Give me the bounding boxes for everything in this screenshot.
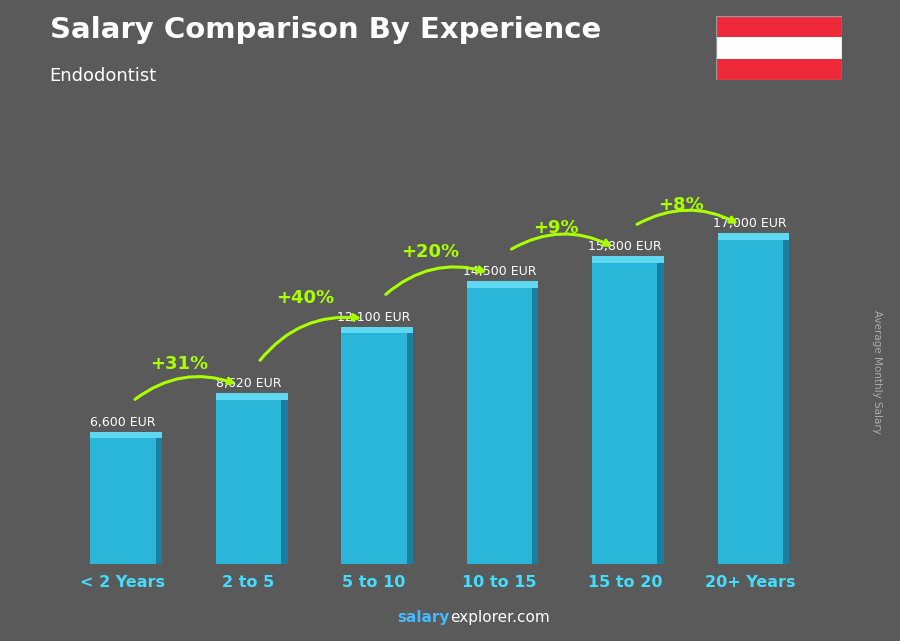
Bar <box>592 263 657 564</box>
Text: 8,620 EUR: 8,620 EUR <box>216 377 281 390</box>
Bar <box>407 333 413 564</box>
Text: +9%: +9% <box>533 219 579 237</box>
Bar <box>592 256 664 263</box>
Bar <box>281 400 288 564</box>
Text: 15,800 EUR: 15,800 EUR <box>588 240 662 253</box>
Text: Average Monthly Salary: Average Monthly Salary <box>872 310 883 434</box>
Bar <box>532 288 538 564</box>
Text: Salary Comparison By Experience: Salary Comparison By Experience <box>50 16 601 44</box>
Text: +40%: +40% <box>275 289 334 307</box>
Bar <box>716 59 842 80</box>
Text: 12,100 EUR: 12,100 EUR <box>338 311 410 324</box>
Text: +31%: +31% <box>150 355 209 374</box>
Bar <box>717 233 789 240</box>
Bar <box>716 16 842 37</box>
Bar <box>783 240 789 564</box>
Bar <box>90 438 156 564</box>
Text: +20%: +20% <box>401 244 459 262</box>
Bar <box>156 438 162 564</box>
Bar <box>90 431 162 438</box>
Bar <box>216 400 281 564</box>
Text: 17,000 EUR: 17,000 EUR <box>714 217 787 230</box>
Text: 6,600 EUR: 6,600 EUR <box>90 415 156 429</box>
Bar <box>657 263 664 564</box>
Text: +8%: +8% <box>659 196 704 213</box>
Bar <box>467 288 532 564</box>
Bar <box>341 327 413 333</box>
Text: 14,500 EUR: 14,500 EUR <box>463 265 536 278</box>
Text: salary: salary <box>398 610 450 625</box>
Bar <box>467 281 538 288</box>
Text: explorer.com: explorer.com <box>450 610 550 625</box>
Bar <box>341 333 407 564</box>
Text: Endodontist: Endodontist <box>50 67 157 85</box>
Bar <box>716 37 842 59</box>
Bar <box>216 393 288 400</box>
Bar <box>717 240 783 564</box>
